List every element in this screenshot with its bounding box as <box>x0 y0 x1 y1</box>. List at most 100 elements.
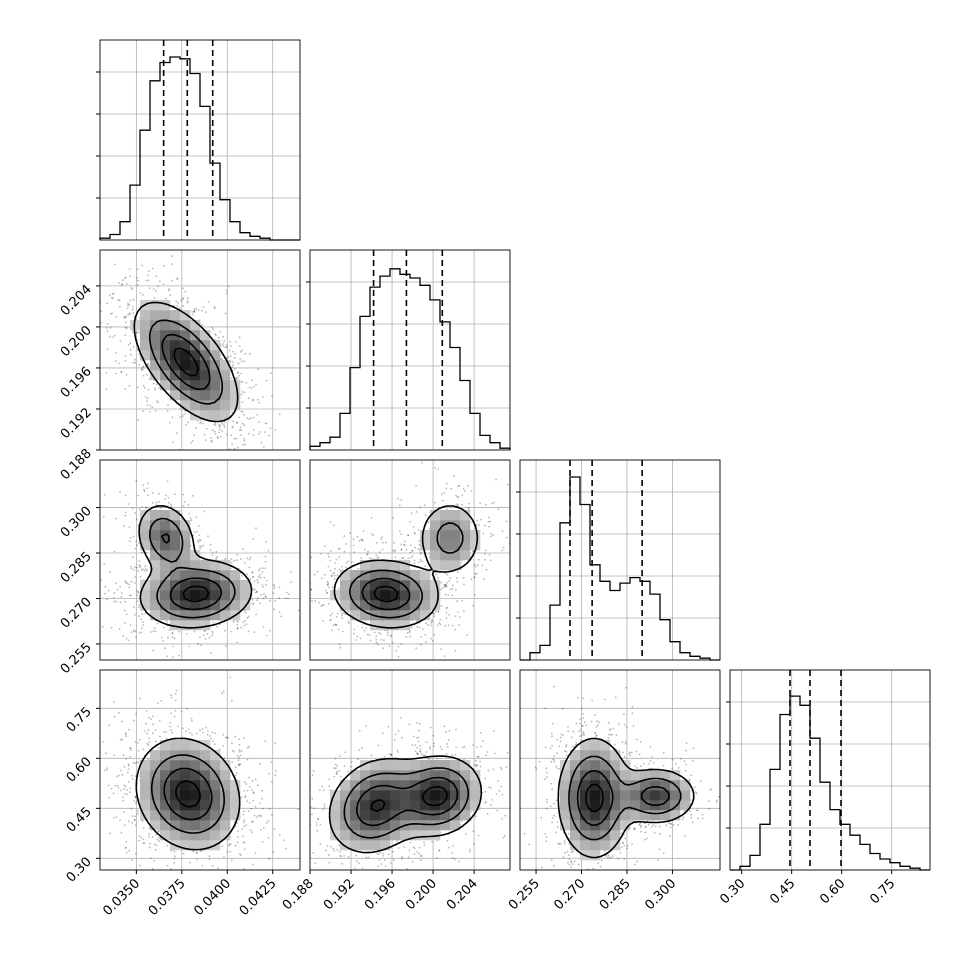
scatter-point <box>462 487 465 490</box>
scatter-point <box>151 836 154 838</box>
scatter-point <box>135 480 138 482</box>
scatter-point <box>413 559 416 562</box>
density-cell <box>150 560 161 571</box>
scatter-point <box>242 835 245 838</box>
scatter-point <box>251 863 254 866</box>
scatter-point <box>145 373 148 376</box>
density-cell <box>170 360 181 371</box>
scatter-point <box>482 532 485 535</box>
density-cell <box>230 380 241 391</box>
scatter-point <box>259 431 262 433</box>
scatter-point <box>240 796 243 799</box>
density-cell <box>150 760 161 771</box>
density-cell <box>170 760 181 771</box>
scatter-point <box>437 610 440 613</box>
scatter-point <box>239 853 241 855</box>
density-cell <box>220 400 231 411</box>
scatter-point <box>119 340 122 342</box>
scatter-point <box>443 655 446 658</box>
scatter-point <box>345 561 348 564</box>
scatter-point <box>297 581 299 583</box>
scatter-point <box>474 573 476 575</box>
scatter-point <box>451 624 454 627</box>
scatter-point <box>341 565 343 568</box>
scatter-point <box>168 288 170 290</box>
scatter-point <box>135 589 138 592</box>
scatter-point <box>252 588 255 591</box>
scatter-point <box>440 493 443 495</box>
scatter-point <box>262 597 265 600</box>
scatter-point <box>255 474 257 476</box>
scatter-point <box>203 630 206 632</box>
density-cell <box>150 780 161 791</box>
scatter-point <box>234 735 237 738</box>
scatter-point <box>485 568 488 571</box>
scatter-point <box>259 814 262 817</box>
scatter-point <box>255 590 258 593</box>
scatter-point <box>222 744 225 747</box>
scatter-point <box>400 499 402 502</box>
scatter-point <box>377 556 380 558</box>
scatter-point <box>193 310 195 313</box>
scatter-point <box>257 368 260 371</box>
density-cell <box>210 340 221 351</box>
scatter-point <box>246 758 249 761</box>
scatter-point <box>209 549 212 551</box>
scatter-point <box>335 616 338 618</box>
scatter-point <box>419 558 422 561</box>
scatter-point <box>255 613 258 616</box>
density-panel-1-0 <box>68 240 281 476</box>
density-cell <box>390 590 401 601</box>
scatter-point <box>195 852 198 855</box>
scatter-point <box>226 292 228 295</box>
scatter-point <box>153 296 156 299</box>
scatter-point <box>261 567 264 569</box>
density-cell <box>230 600 241 611</box>
scatter-point <box>197 539 199 542</box>
contour-line <box>163 767 213 821</box>
scatter-point <box>204 638 207 640</box>
density-cell <box>240 580 251 591</box>
scatter-point <box>237 362 240 365</box>
scatter-point <box>331 575 333 577</box>
density-panel-3-0 <box>102 676 299 870</box>
scatter-point <box>174 709 177 712</box>
scatter-point <box>115 372 118 375</box>
scatter-point <box>236 620 239 622</box>
density-cell <box>430 600 441 611</box>
density-cell <box>160 750 171 761</box>
scatter-point <box>181 415 184 418</box>
scatter-point <box>143 488 146 491</box>
density-cell <box>400 560 411 571</box>
scatter-point <box>123 765 126 768</box>
scatter-point <box>262 626 265 628</box>
scatter-point <box>231 443 234 445</box>
density-cell <box>230 570 241 581</box>
scatter-point <box>471 521 473 524</box>
scatter-point <box>127 771 129 774</box>
scatter-point <box>141 506 143 508</box>
scatter-point <box>121 284 123 286</box>
scatter-point <box>233 447 236 450</box>
scatter-point <box>170 712 173 715</box>
scatter-point <box>394 556 397 559</box>
scatter-point <box>225 346 228 349</box>
scatter-point <box>290 581 292 583</box>
scatter-point <box>137 419 139 422</box>
density-cell <box>220 590 231 601</box>
density-cell <box>340 580 351 591</box>
scatter-point <box>151 406 154 408</box>
scatter-point <box>260 441 263 444</box>
scatter-point <box>68 240 70 242</box>
scatter-point <box>456 571 459 573</box>
scatter-point <box>265 821 268 824</box>
scatter-point <box>113 715 116 718</box>
scatter-point <box>187 421 190 424</box>
scatter-point <box>134 775 137 777</box>
scatter-point <box>115 775 118 778</box>
scatter-point <box>248 802 251 804</box>
density-cell <box>150 590 161 601</box>
scatter-point <box>320 605 323 607</box>
scatter-point <box>325 592 328 594</box>
scatter-point <box>238 763 241 765</box>
